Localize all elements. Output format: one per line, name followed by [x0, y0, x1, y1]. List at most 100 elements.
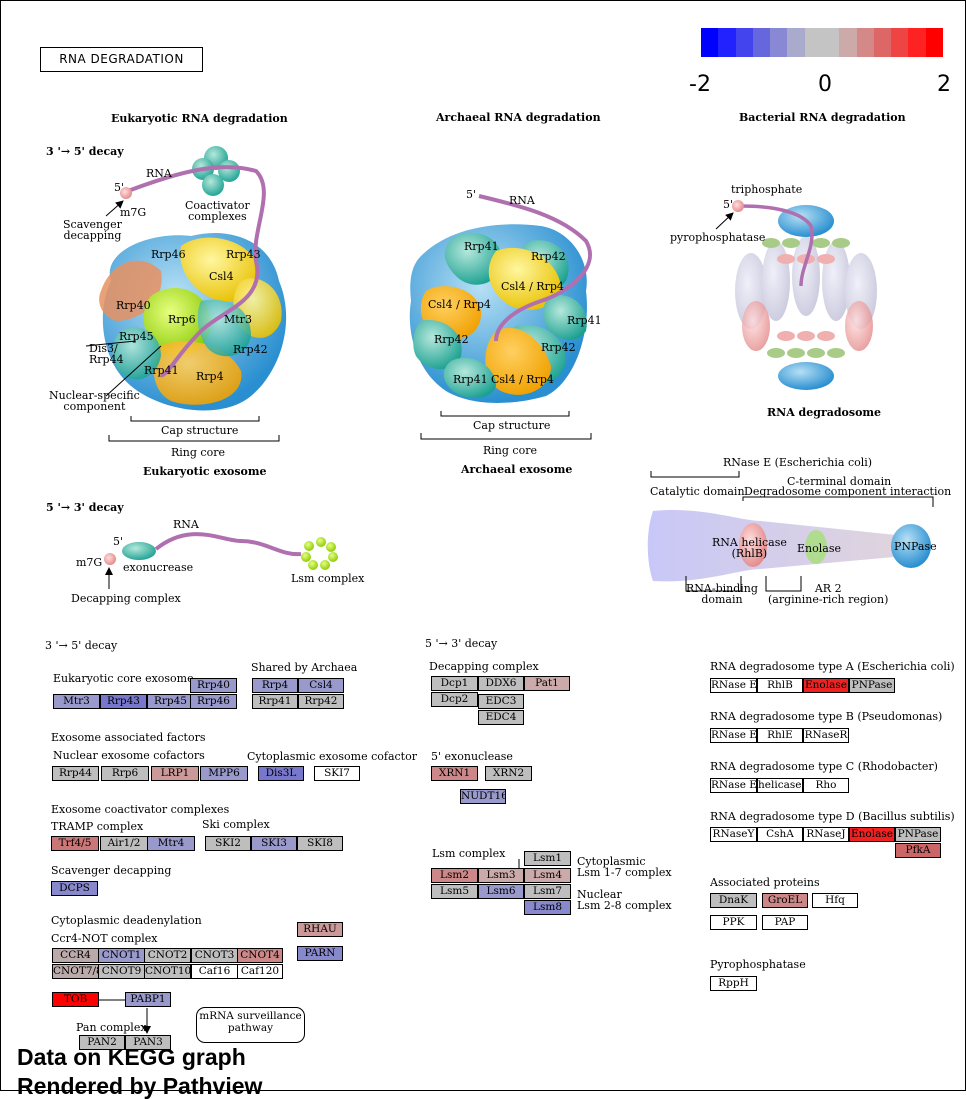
gene-box-cnot2[interactable]: CNOT2 — [144, 948, 191, 963]
gene-box-ski7[interactable]: SKI7 — [314, 766, 360, 781]
gene-box-parn[interactable]: PARN — [297, 946, 343, 961]
gene-box-nudt16[interactable]: NUDT16 — [460, 789, 506, 804]
gene-box-cnot78[interactable]: CNOT7/8 — [52, 964, 99, 979]
gene-box-rrp43[interactable]: Rrp43 — [100, 694, 147, 709]
gene-box-helicases_c[interactable]: helicases — [757, 778, 803, 793]
gene-box-caf120[interactable]: Caf120 — [237, 964, 283, 979]
gene-box-pan3[interactable]: PAN3 — [125, 1035, 171, 1050]
gene-box-mpp6[interactable]: MPP6 — [200, 766, 248, 781]
gene-box-rnasee_c[interactable]: RNase E — [710, 778, 757, 793]
gene-box-edc4[interactable]: EDC4 — [478, 710, 524, 725]
gene-box-dis3l[interactable]: Dis3L — [258, 766, 304, 781]
gene-box-pnpase_a[interactable]: PNPase — [849, 678, 895, 693]
gene-box-ddx6[interactable]: DDX6 — [478, 676, 524, 691]
gene-box-caf16[interactable]: Caf16 — [191, 964, 238, 979]
gene-box-pnpase_d[interactable]: PNPase — [895, 827, 941, 842]
gene-box-lsm7[interactable]: Lsm7 — [524, 884, 571, 899]
label-rna-arch: RNA — [509, 194, 535, 207]
gene-box-rrp41[interactable]: Rrp41 — [252, 694, 298, 709]
gene-box-hfq[interactable]: Hfq — [812, 893, 858, 908]
gene-box-ccr4[interactable]: CCR4 — [52, 948, 99, 963]
gene-box-xrn1[interactable]: XRN1 — [431, 766, 478, 781]
gene-box-ppk[interactable]: PPK — [710, 915, 757, 930]
gene-box-pabp1[interactable]: PABP1 — [125, 992, 171, 1007]
label-dis3-rrp44: Dis3/ Rrp44 — [89, 342, 124, 366]
gene-box-csha_d[interactable]: CshA — [757, 827, 803, 842]
gene-box-ski3[interactable]: SKI3 — [251, 836, 297, 851]
gene-box-lsm5[interactable]: Lsm5 — [431, 884, 478, 899]
label-rna-binding: RNA-binding domain — [686, 582, 758, 606]
gene-box-groel[interactable]: GroEL — [762, 893, 808, 908]
label-decapping-complex-ill: Decapping complex — [71, 592, 181, 605]
gene-box-rnasej_d[interactable]: RNaseJ — [803, 827, 849, 842]
gene-box-dcp1[interactable]: Dcp1 — [431, 676, 478, 691]
gene-box-pat1[interactable]: Pat1 — [524, 676, 570, 691]
gene-box-trf45[interactable]: Trf4/5 — [51, 836, 99, 851]
gene-box-cnot4[interactable]: CNOT4 — [237, 948, 283, 963]
legend-swatch — [752, 28, 771, 57]
label-coactivator-complexes: Coactivator complexes — [185, 199, 250, 223]
label-lsm-complex-ill: Lsm complex — [291, 572, 365, 585]
gene-box-rrp6[interactable]: Rrp6 — [101, 766, 149, 781]
gene-box-lsm4[interactable]: Lsm4 — [524, 868, 571, 883]
color-legend — [701, 28, 944, 57]
subunit-rrp6: Rrp6 — [168, 313, 196, 326]
gene-box-enolase_d[interactable]: Enolase — [849, 827, 895, 842]
gene-box-cnot1[interactable]: CNOT1 — [98, 948, 145, 963]
legend-swatch — [804, 28, 823, 57]
gene-box-ski2[interactable]: SKI2 — [205, 836, 251, 851]
gene-box-rrp42[interactable]: Rrp42 — [298, 694, 344, 709]
gene-box-lsm2[interactable]: Lsm2 — [431, 868, 478, 883]
gene-box-tob[interactable]: TOB — [52, 992, 99, 1007]
gene-box-pan2[interactable]: PAN2 — [79, 1035, 125, 1050]
legend-swatch — [856, 28, 875, 57]
heading-3to5-decay: 3 '→ 5' decay — [46, 145, 124, 158]
heading-eukaryotic: Eukaryotic RNA degradation — [111, 112, 288, 125]
gene-box-edc3[interactable]: EDC3 — [478, 694, 524, 709]
gene-box-xrn2[interactable]: XRN2 — [485, 766, 532, 781]
gene-box-rrp44[interactable]: Rrp44 — [52, 766, 99, 781]
gene-box-enolase_a[interactable]: Enolase — [803, 678, 849, 693]
gene-box-ski8[interactable]: SKI8 — [297, 836, 343, 851]
label-archaeal-exosome: Archaeal exosome — [461, 463, 573, 476]
label-scavenger: Scavenger decapping — [51, 864, 172, 877]
gene-box-pfka_d[interactable]: PfkA — [895, 843, 941, 858]
gene-box-pap[interactable]: PAP — [762, 915, 808, 930]
gene-box-mtr3[interactable]: Mtr3 — [53, 694, 100, 709]
gene-box-dnak[interactable]: DnaK — [710, 893, 757, 908]
gene-box-lrp1[interactable]: LRP1 — [151, 766, 199, 781]
gene-box-cnot9[interactable]: CNOT9 — [98, 964, 145, 979]
gene-box-rhle_b[interactable]: RhlE — [757, 728, 803, 743]
gene-box-rrp40[interactable]: Rrp40 — [190, 678, 237, 693]
label-enolase-ill: Enolase — [797, 542, 841, 555]
gene-box-cnot10[interactable]: CNOT10 — [144, 964, 191, 979]
gene-box-rrp4[interactable]: Rrp4 — [252, 678, 298, 693]
gene-box-rho_c[interactable]: Rho — [803, 778, 849, 793]
gene-box-csl4[interactable]: Csl4 — [298, 678, 344, 693]
gene-box-lsm3[interactable]: Lsm3 — [478, 868, 524, 883]
gene-box-rrp46[interactable]: Rrp46 — [190, 694, 237, 709]
gene-box-rnasey_d[interactable]: RNaseY — [710, 827, 757, 842]
legend-mid-label: 0 — [818, 72, 832, 97]
gene-box-rhau[interactable]: RHAU — [297, 922, 343, 937]
gene-box-rpph[interactable]: RppH — [710, 976, 757, 991]
gene-box-air12[interactable]: Air1/2 — [100, 836, 148, 851]
label-pan-complex: Pan complex — [76, 1021, 147, 1034]
gene-box-dcp2[interactable]: Dcp2 — [431, 692, 478, 707]
gene-box-dcps[interactable]: DCPS — [51, 881, 98, 896]
gene-box-rnaser_b[interactable]: RNaseR — [803, 728, 849, 743]
gene-box-lsm1[interactable]: Lsm1 — [524, 851, 571, 866]
gene-box-lsm8[interactable]: Lsm8 — [524, 900, 571, 915]
subunit-rrp40: Rrp40 — [116, 299, 151, 312]
gene-box-lsm6[interactable]: Lsm6 — [478, 884, 524, 899]
gene-box-cnot3[interactable]: CNOT3 — [191, 948, 238, 963]
label-exonuclease: exonucrease — [123, 561, 194, 574]
gene-box-rrp45[interactable]: Rrp45 — [147, 694, 194, 709]
gene-box-rhlb_a[interactable]: RhlB — [757, 678, 803, 693]
gene-box-mtr4[interactable]: Mtr4 — [147, 836, 195, 851]
label-degradosome-interaction: Degradosome component interaction — [744, 485, 952, 498]
gene-box-rnasee_a[interactable]: RNase E — [710, 678, 757, 693]
mrna-surveillance-link[interactable]: mRNA surveillance pathway — [196, 1007, 305, 1043]
gene-box-rnasee_b[interactable]: RNase E — [710, 728, 757, 743]
